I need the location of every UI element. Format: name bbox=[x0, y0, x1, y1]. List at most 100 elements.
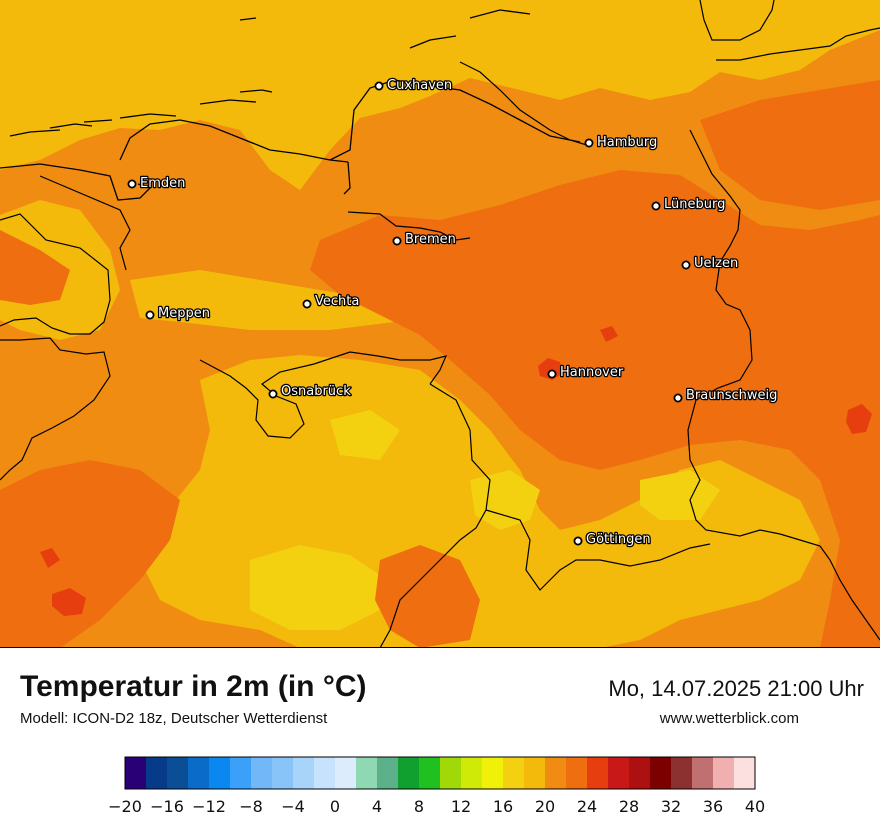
legend-tick-label: 32 bbox=[661, 797, 681, 816]
city-label: Emden bbox=[140, 176, 185, 191]
city-markers: Cuxhaven Hamburg Emden Lüneburg Bremen U… bbox=[127, 77, 779, 548]
city-osnabrueck[interactable]: Osnabrück bbox=[268, 383, 352, 400]
legend-swatch bbox=[692, 757, 714, 789]
legend-tick-label: −4 bbox=[281, 797, 305, 816]
city-dot bbox=[127, 179, 137, 189]
city-dot bbox=[573, 536, 583, 546]
city-cuxhaven[interactable]: Cuxhaven bbox=[374, 77, 453, 94]
city-dot bbox=[673, 393, 683, 403]
temperature-zone-18-20-north bbox=[0, 0, 880, 190]
legend-swatch bbox=[713, 757, 735, 789]
legend-swatch bbox=[356, 757, 378, 789]
legend-tick-label: 20 bbox=[535, 797, 555, 816]
city-dot bbox=[651, 201, 661, 211]
legend-swatch bbox=[251, 757, 273, 789]
city-vechta[interactable]: Vechta bbox=[302, 293, 361, 310]
city-label: Lüneburg bbox=[664, 197, 725, 212]
legend-swatch bbox=[566, 757, 588, 789]
legend-swatch bbox=[209, 757, 231, 789]
website-link[interactable]: www.wetterblick.com bbox=[659, 710, 799, 727]
temperature-zone-22-24-west bbox=[0, 230, 70, 305]
legend-frame bbox=[124, 756, 756, 790]
legend-swatch bbox=[650, 757, 672, 789]
temperature-zone-16-18-a bbox=[250, 545, 380, 630]
city-label: Osnabrück bbox=[281, 384, 351, 399]
legend-tick-label: 4 bbox=[372, 797, 382, 816]
city-meppen[interactable]: Meppen bbox=[145, 305, 211, 322]
legend-ticks: −20 −16 −12 −8 −4 0 4 8 12 16 20 24 28 32 36 40 bbox=[108, 797, 765, 816]
city-label: Hannover bbox=[560, 365, 624, 380]
city-label: Göttingen bbox=[586, 532, 651, 547]
city-label: Uelzen bbox=[694, 256, 738, 271]
city-hamburg[interactable]: Hamburg bbox=[584, 134, 659, 151]
temperature-zone-16-18-d bbox=[330, 410, 400, 460]
city-braunschweig[interactable]: Braunschweig bbox=[673, 387, 779, 404]
temperature-zone-24-26-southwest-a bbox=[52, 588, 86, 616]
legend-swatch bbox=[524, 757, 546, 789]
coastline bbox=[0, 9, 581, 201]
temperature-zone-22-24-northeast bbox=[700, 80, 880, 210]
legend-tick-label: −12 bbox=[192, 797, 226, 816]
model-info: Modell: ICON-D2 18z, Deutscher Wetterdie… bbox=[20, 710, 328, 727]
legend-swatch bbox=[671, 757, 693, 789]
legend-tick-label: 16 bbox=[493, 797, 513, 816]
legend-tick-label: 0 bbox=[330, 797, 340, 816]
temperature-zone-18-20-west-b bbox=[130, 270, 440, 330]
legend-swatches bbox=[125, 757, 756, 789]
city-dot bbox=[268, 389, 278, 399]
temperature-zone-16-18-b bbox=[470, 470, 540, 530]
city-bremen[interactable]: Bremen bbox=[392, 231, 457, 248]
temperature-map: Cuxhaven Hamburg Emden Lüneburg Bremen U… bbox=[0, 0, 880, 648]
legend-swatch bbox=[167, 757, 189, 789]
legend-swatch bbox=[503, 757, 525, 789]
legend-tick-label: 28 bbox=[619, 797, 639, 816]
city-lueneburg[interactable]: Lüneburg bbox=[651, 196, 727, 213]
legend-swatch bbox=[461, 757, 483, 789]
city-dot bbox=[302, 299, 312, 309]
city-goettingen[interactable]: Göttingen bbox=[573, 531, 652, 548]
legend-tick-label: −20 bbox=[108, 797, 142, 816]
city-dot bbox=[681, 260, 691, 270]
city-uelzen[interactable]: Uelzen bbox=[681, 255, 739, 272]
state-borders bbox=[0, 0, 880, 648]
city-label: Braunschweig bbox=[686, 388, 777, 403]
footer: Temperatur in 2m (in °C) Modell: ICON-D2… bbox=[0, 648, 880, 830]
city-dot bbox=[547, 369, 557, 379]
legend-tick-label: 36 bbox=[703, 797, 723, 816]
legend-swatch bbox=[419, 757, 441, 789]
legend-tick-label: −8 bbox=[239, 797, 263, 816]
legend-swatch bbox=[398, 757, 420, 789]
city-dot bbox=[374, 81, 384, 91]
legend-swatch bbox=[734, 757, 756, 789]
legend-swatch bbox=[629, 757, 651, 789]
map-title: Temperatur in 2m (in °C) bbox=[20, 670, 367, 703]
temperature-zone-22-24-central bbox=[310, 170, 880, 648]
city-dot bbox=[145, 310, 155, 320]
city-label: Meppen bbox=[158, 306, 210, 321]
legend-swatch bbox=[230, 757, 252, 789]
city-emden[interactable]: Emden bbox=[127, 175, 187, 192]
legend-swatch bbox=[587, 757, 609, 789]
legend-swatch bbox=[545, 757, 567, 789]
legend-swatch bbox=[608, 757, 630, 789]
temperature-zone-24-26-southwest-b bbox=[40, 548, 60, 568]
temperature-zone-16-18-c bbox=[640, 470, 720, 520]
temperature-zone-22-24-southwest bbox=[0, 460, 180, 648]
city-label: Cuxhaven bbox=[387, 78, 452, 93]
legend-swatch bbox=[335, 757, 357, 789]
legend-tick-label: 12 bbox=[451, 797, 471, 816]
legend-tick-label: 8 bbox=[414, 797, 424, 816]
city-hannover[interactable]: Hannover bbox=[547, 364, 625, 381]
legend-swatch bbox=[146, 757, 168, 789]
legend-tick-label: 24 bbox=[577, 797, 597, 816]
color-legend: −20 −16 −12 −8 −4 0 4 8 12 16 20 24 28 32 36 40 bbox=[108, 756, 765, 816]
legend-swatch bbox=[125, 757, 147, 789]
legend-tick-label: 40 bbox=[745, 797, 765, 816]
legend-swatch bbox=[440, 757, 462, 789]
city-dot bbox=[584, 138, 594, 148]
legend-swatch bbox=[293, 757, 315, 789]
city-label: Hamburg bbox=[597, 135, 657, 150]
city-label: Vechta bbox=[315, 294, 359, 309]
legend-swatch bbox=[188, 757, 210, 789]
temperature-zone-22-24-south bbox=[375, 545, 480, 648]
